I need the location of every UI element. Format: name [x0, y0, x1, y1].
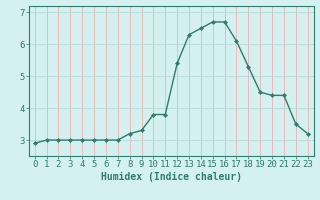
- X-axis label: Humidex (Indice chaleur): Humidex (Indice chaleur): [101, 172, 242, 182]
